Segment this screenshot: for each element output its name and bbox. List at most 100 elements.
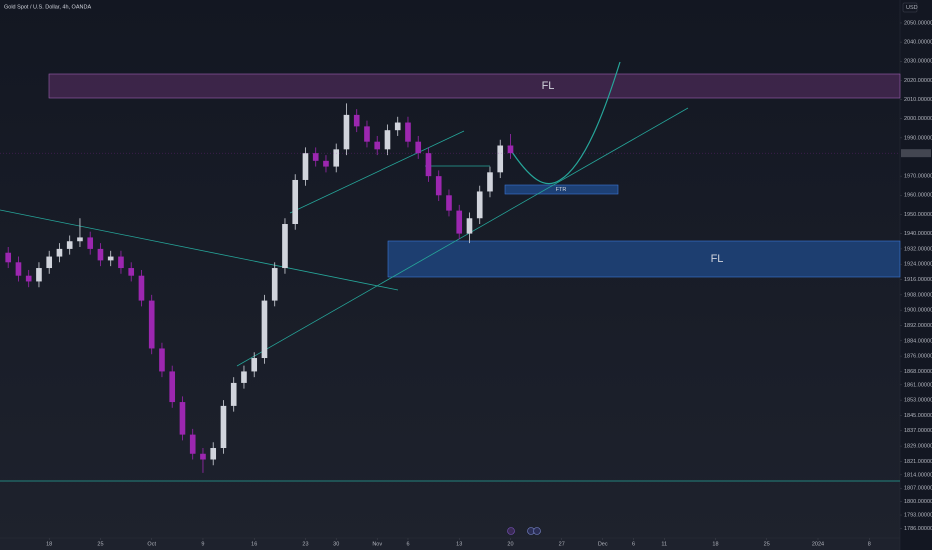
candle-body bbox=[87, 237, 94, 249]
y-tick-label: 1814.00000 bbox=[904, 472, 932, 478]
candle-body bbox=[353, 114, 360, 127]
candle-body bbox=[46, 256, 53, 269]
trendline bbox=[236, 107, 689, 367]
y-tick-label: 2040.00000 bbox=[904, 40, 932, 46]
y-tick-label: 1940.00000 bbox=[904, 231, 932, 237]
y-tick-label: 1884.00000 bbox=[904, 338, 932, 344]
candle-body bbox=[179, 402, 186, 435]
icon[interactable] bbox=[533, 527, 541, 535]
candle-body bbox=[241, 371, 247, 383]
x-tick-label: 25 bbox=[764, 541, 770, 547]
x-tick-label: 23 bbox=[302, 541, 308, 547]
candle-body bbox=[189, 434, 196, 454]
y-tick-label: 1924.00000 bbox=[904, 262, 932, 268]
y-tick-label: 1916.00000 bbox=[904, 277, 932, 283]
y-tick-label: 1892.00000 bbox=[904, 323, 932, 329]
y-tick-label: 1821.00000 bbox=[904, 459, 932, 465]
candle-body bbox=[148, 300, 155, 349]
y-tick-label: 1861.00000 bbox=[904, 382, 932, 388]
candle-body bbox=[271, 268, 278, 301]
candle-body bbox=[292, 179, 299, 225]
candle-body bbox=[97, 248, 104, 261]
candle-body bbox=[77, 237, 83, 242]
candle-body bbox=[343, 114, 350, 150]
y-tick-label: 1837.00000 bbox=[904, 428, 932, 434]
y-tick-label: 2010.00000 bbox=[904, 97, 932, 103]
y-tick-label: 1970.00000 bbox=[904, 174, 932, 180]
candle-body bbox=[435, 176, 442, 196]
y-tick-label: 1932.00000 bbox=[904, 246, 932, 252]
candle-body bbox=[36, 268, 42, 282]
zone-label: FTR bbox=[556, 187, 567, 193]
candle-body bbox=[118, 256, 124, 269]
icon[interactable] bbox=[507, 527, 515, 535]
trendline bbox=[0, 209, 399, 291]
price-axis bbox=[900, 0, 932, 550]
x-tick-label: 16 bbox=[251, 541, 257, 547]
candle-body bbox=[476, 191, 483, 219]
candle-body bbox=[415, 141, 422, 154]
candle-body bbox=[107, 256, 114, 261]
candle-body bbox=[507, 145, 514, 154]
candle-body bbox=[446, 195, 452, 211]
x-tick-label: 13 bbox=[456, 541, 462, 547]
y-tick-label: 2020.00000 bbox=[904, 78, 932, 84]
x-tick-label: 11 bbox=[661, 541, 667, 547]
zone-label: FL bbox=[542, 80, 555, 92]
candle-body bbox=[56, 248, 63, 257]
y-tick-label: 2050.00000 bbox=[904, 20, 932, 26]
candle-body bbox=[282, 224, 288, 269]
candle-body bbox=[220, 405, 227, 449]
candle-body bbox=[466, 218, 473, 234]
candle-body bbox=[15, 262, 22, 276]
candle-body bbox=[261, 300, 268, 359]
x-tick-label: 18 bbox=[46, 541, 52, 547]
candle-body bbox=[66, 241, 73, 249]
y-tick-label: 1793.00000 bbox=[904, 512, 932, 518]
candle-body bbox=[333, 149, 340, 167]
y-tick-label: 1853.00000 bbox=[904, 398, 932, 404]
candle-body bbox=[138, 275, 145, 301]
candle-body bbox=[5, 252, 12, 263]
candle-body bbox=[159, 348, 165, 372]
candle-body bbox=[251, 358, 258, 372]
y-tick-label: 1900.00000 bbox=[904, 308, 932, 314]
x-tick-label: 25 bbox=[97, 541, 103, 547]
candle-body bbox=[25, 275, 32, 282]
candle-body bbox=[323, 160, 329, 167]
projection-curve bbox=[507, 61, 621, 185]
y-tick-label: 1876.00000 bbox=[904, 354, 932, 360]
zone-fl-top bbox=[48, 73, 901, 99]
y-tick-label: 1800.00000 bbox=[904, 499, 932, 505]
y-tick-label: 1829.00000 bbox=[904, 444, 932, 450]
x-tick-label: 30 bbox=[333, 541, 339, 547]
candle-body bbox=[210, 448, 217, 460]
last-price-marker bbox=[901, 149, 931, 158]
y-tick-label: 1807.00000 bbox=[904, 486, 932, 492]
y-tick-label: 1868.00000 bbox=[904, 369, 932, 375]
y-tick-label: 2030.00000 bbox=[904, 59, 932, 65]
x-tick-label: 2024 bbox=[812, 541, 824, 547]
candle-body bbox=[405, 122, 411, 142]
x-tick-label: 6 bbox=[406, 541, 409, 547]
candle-body bbox=[128, 268, 135, 276]
y-tick-label: 2000.00000 bbox=[904, 116, 932, 122]
x-tick-label: 20 bbox=[507, 541, 513, 547]
zone-fl-bottom bbox=[387, 240, 901, 278]
x-tick-label: 18 bbox=[712, 541, 718, 547]
x-tick-label: 8 bbox=[868, 541, 871, 547]
y-tick-label: 1950.00000 bbox=[904, 212, 932, 218]
y-tick-label: 1786.00000 bbox=[904, 526, 932, 532]
y-tick-label: 1990.00000 bbox=[904, 135, 932, 141]
x-tick-label: 6 bbox=[632, 541, 635, 547]
zone-ftr bbox=[504, 184, 619, 195]
candle-body bbox=[497, 145, 504, 173]
currency: USD bbox=[906, 5, 918, 11]
candle-body bbox=[364, 126, 370, 142]
y-tick-label: 1960.00000 bbox=[904, 193, 932, 199]
candle-body bbox=[487, 172, 493, 192]
candle-body bbox=[456, 210, 463, 234]
candle-body bbox=[425, 153, 432, 177]
candle-body bbox=[230, 382, 237, 406]
chart-title: Gold Spot / U.S. Dollar, 4h, OANDA bbox=[4, 4, 91, 10]
